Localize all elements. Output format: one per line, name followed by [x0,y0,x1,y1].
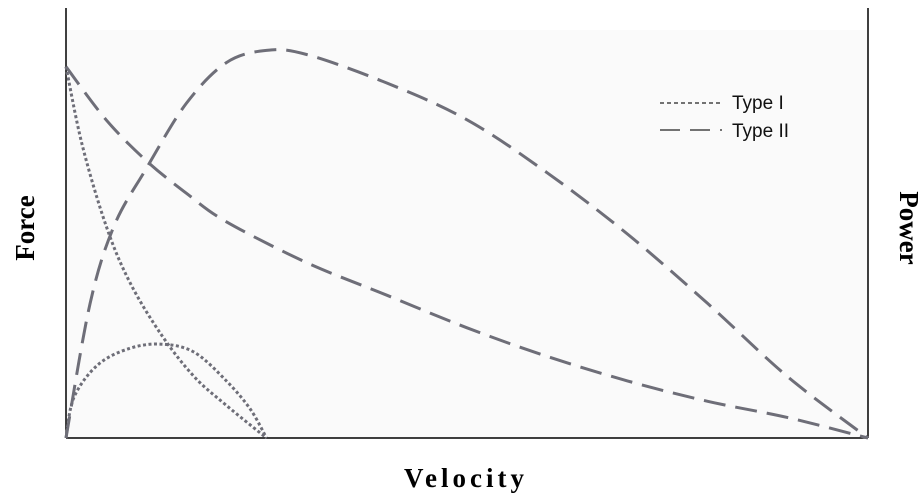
x-axis-label: Velocity [404,463,528,493]
plot-background [66,30,868,438]
series-type-i-power-line [64,342,268,439]
series-layer [64,48,869,440]
legend-label-type-2: Type II [732,121,789,142]
left-y-axis-label: Force [10,195,40,260]
plot-area [65,8,869,439]
legend: Type I Type II [660,93,789,142]
series-type-i-force-line [64,66,268,440]
series-type-ii-power-line [64,48,869,440]
legend-label-type-1: Type I [732,93,784,114]
right-y-axis-label: Power [894,191,919,264]
